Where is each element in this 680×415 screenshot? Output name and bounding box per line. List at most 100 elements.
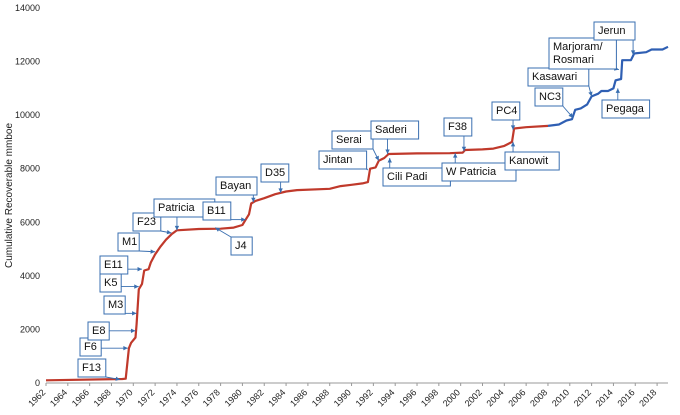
- y-tick-label: 14000: [15, 3, 40, 13]
- annotation-label: Jerun: [598, 25, 626, 37]
- annotation-callout: J4: [214, 227, 253, 256]
- annotation-arrowhead: [251, 197, 256, 203]
- annotation-box: [87, 321, 110, 341]
- annotation-arrowhead: [385, 149, 390, 154]
- x-tick-label: 1974: [157, 387, 178, 408]
- annotation-label: F13: [82, 362, 101, 374]
- annotation-box: [77, 358, 107, 378]
- annotation-callout: Kasawari: [527, 67, 593, 97]
- x-tick-label: 2004: [484, 387, 505, 408]
- annotation-arrowhead: [461, 146, 467, 152]
- y-tick-label: 4000: [20, 271, 40, 281]
- annotation-callout: F13: [77, 358, 121, 381]
- x-tick-label: 2002: [463, 387, 484, 408]
- annotation-callout: Kanowit: [504, 141, 560, 171]
- annotation-box: [593, 21, 636, 41]
- annotation-label: J4: [235, 240, 247, 252]
- annotation-label: Jintan: [323, 154, 352, 166]
- annotation-box: [491, 101, 521, 121]
- annotation-label: Serai: [336, 134, 362, 146]
- x-tick-label: 2006: [506, 387, 527, 408]
- annotation-callout: Bayan: [215, 176, 258, 203]
- annotation-callout: NC3: [534, 87, 574, 119]
- series-line-2: [547, 45, 669, 127]
- annotation-arrowhead: [568, 112, 574, 118]
- annotation-box: [215, 176, 258, 196]
- annotation-label: Pegaga: [606, 103, 645, 115]
- annotation-arrowhead: [150, 249, 156, 254]
- annotation-label: Cili Padi: [387, 171, 427, 183]
- annotation-arrowhead: [630, 50, 636, 55]
- x-tick-label: 1962: [26, 387, 47, 408]
- annotation-box: [504, 151, 560, 171]
- annotation-arrowhead: [132, 311, 137, 316]
- x-tick-label: 1968: [92, 387, 113, 408]
- annotation-callout: F38: [443, 117, 473, 152]
- y-tick-label: 12000: [15, 57, 40, 67]
- annotation-callout: PC4: [491, 101, 521, 130]
- annotation-box: [230, 236, 253, 256]
- annotation-arrowhead: [130, 328, 136, 333]
- annotation-callout: Pegaga: [601, 88, 651, 119]
- annotation-arrowhead: [134, 284, 139, 289]
- annotation-label: M3: [108, 299, 123, 311]
- annotation-callout: Saderi: [370, 120, 420, 154]
- x-tick-label: 1970: [113, 387, 134, 408]
- annotation-arrowhead: [510, 125, 516, 130]
- x-tick-label: 1988: [310, 387, 331, 408]
- annotation-arrowhead: [615, 88, 620, 93]
- annotation-label: B11: [207, 205, 226, 217]
- y-axis-label: Cumulative Recoverable mmboe: [4, 123, 15, 269]
- annotation-box: [103, 295, 126, 315]
- annotation-callout: E8: [87, 321, 136, 341]
- annotation-box: [548, 37, 617, 70]
- x-tick-label: 1986: [288, 387, 309, 408]
- x-tick-label: 2008: [528, 387, 549, 408]
- annotation-arrowhead: [215, 227, 221, 232]
- annotation-label: F23: [137, 216, 156, 228]
- y-tick-label: 10000: [15, 110, 40, 120]
- annotation-label: PC4: [496, 105, 517, 117]
- annotation-label: Kanowit: [509, 155, 548, 167]
- annotation-label: F6: [84, 341, 97, 353]
- annotation-box: [99, 255, 129, 275]
- annotation-box: [443, 117, 473, 137]
- annotation-label: D35: [265, 167, 285, 179]
- annotation-box: [370, 120, 420, 140]
- x-tick-label: 2000: [441, 387, 462, 408]
- x-tick-label: 1982: [244, 387, 265, 408]
- annotation-label: E8: [92, 325, 105, 337]
- annotation-label: Kasawari: [532, 71, 577, 83]
- annotation-box: [441, 162, 517, 182]
- annotation-arrowhead: [374, 155, 379, 161]
- annotation-label: K5: [104, 277, 117, 289]
- annotation-callout: D35: [260, 163, 290, 193]
- annotation-arrowhead: [588, 91, 593, 97]
- annotation-arrowhead: [510, 141, 516, 147]
- annotation-box: [260, 163, 290, 183]
- y-tick-labels: 0 2000 4000 6000 8000 10000 12000 14000: [15, 3, 40, 388]
- annotation-arrowhead: [241, 217, 246, 222]
- annotation-box: [318, 150, 368, 170]
- series-lines: [45, 45, 669, 382]
- x-tick-label: 1984: [266, 387, 287, 408]
- annotation-label: Bayan: [220, 180, 251, 192]
- annotation-box: [202, 201, 232, 221]
- x-tick-label: 1990: [332, 387, 353, 408]
- annotation-label: NC3: [539, 91, 561, 103]
- annotation-label: Marjoram/Rosmari: [553, 41, 603, 66]
- annotation-callout: Marjoram/Rosmari: [548, 37, 620, 71]
- annotation-label: W Patricia: [446, 166, 497, 178]
- x-tick-label: 1996: [397, 387, 418, 408]
- x-tick-label: 1976: [179, 387, 200, 408]
- annotation-callout: F6: [79, 337, 128, 357]
- annotation-callout: W Patricia: [441, 153, 517, 182]
- annotation-label: F38: [448, 121, 467, 133]
- annotation-box: [601, 99, 651, 119]
- x-tick-label: 2012: [572, 387, 593, 408]
- annotation-arrowhead: [166, 230, 172, 235]
- annotation-callout: Cili Padi: [382, 158, 451, 187]
- annotation-arrowhead: [123, 346, 128, 351]
- annotation-callout: E11: [99, 255, 143, 275]
